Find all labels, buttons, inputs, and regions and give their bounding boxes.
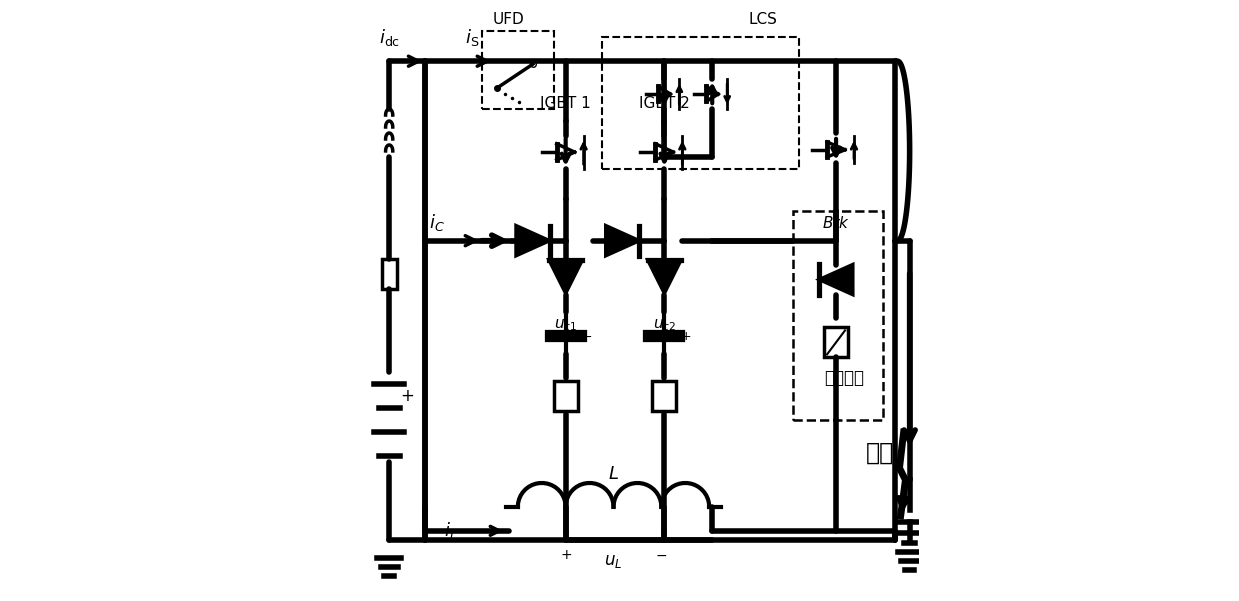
Text: $+$: $+$ — [680, 330, 691, 343]
Text: $i_{L}$: $i_{L}$ — [444, 520, 457, 542]
Text: 故障: 故障 — [866, 441, 893, 465]
Polygon shape — [515, 225, 550, 256]
Text: LCS: LCS — [748, 12, 778, 27]
Polygon shape — [819, 264, 852, 294]
Text: $+$: $+$ — [545, 330, 556, 343]
Text: $+$: $+$ — [560, 548, 571, 562]
Bar — [824, 328, 847, 358]
Bar — [554, 381, 577, 411]
Text: $u_{L}$: $u_{L}$ — [605, 552, 623, 570]
Text: $-$: $-$ — [655, 548, 668, 562]
Text: IGBT 1: IGBT 1 — [540, 96, 591, 111]
Polygon shape — [648, 260, 681, 293]
Text: $-$: $-$ — [581, 330, 592, 343]
Text: $u_{c1}$: $u_{c1}$ — [554, 318, 577, 334]
Polygon shape — [606, 225, 639, 256]
Polygon shape — [549, 260, 582, 293]
Text: UFD: UFD — [493, 12, 524, 27]
Text: $u_{c2}$: $u_{c2}$ — [653, 318, 676, 334]
Text: $L$: $L$ — [608, 465, 620, 483]
Text: $-$: $-$ — [641, 330, 652, 343]
Bar — [382, 258, 396, 288]
Text: $i_{C}$: $i_{C}$ — [429, 212, 445, 233]
Text: 主断路器: 主断路器 — [824, 369, 864, 387]
Bar — [653, 381, 676, 411]
Text: IGBT 2: IGBT 2 — [639, 96, 690, 111]
FancyBboxPatch shape — [793, 211, 882, 420]
Text: $+$: $+$ — [400, 387, 414, 405]
Text: $Brk$: $Brk$ — [821, 215, 850, 231]
Text: $i_{\mathrm{dc}}$: $i_{\mathrm{dc}}$ — [379, 27, 400, 48]
Text: $i_{\mathrm{S}}$: $i_{\mathrm{S}}$ — [465, 27, 479, 48]
